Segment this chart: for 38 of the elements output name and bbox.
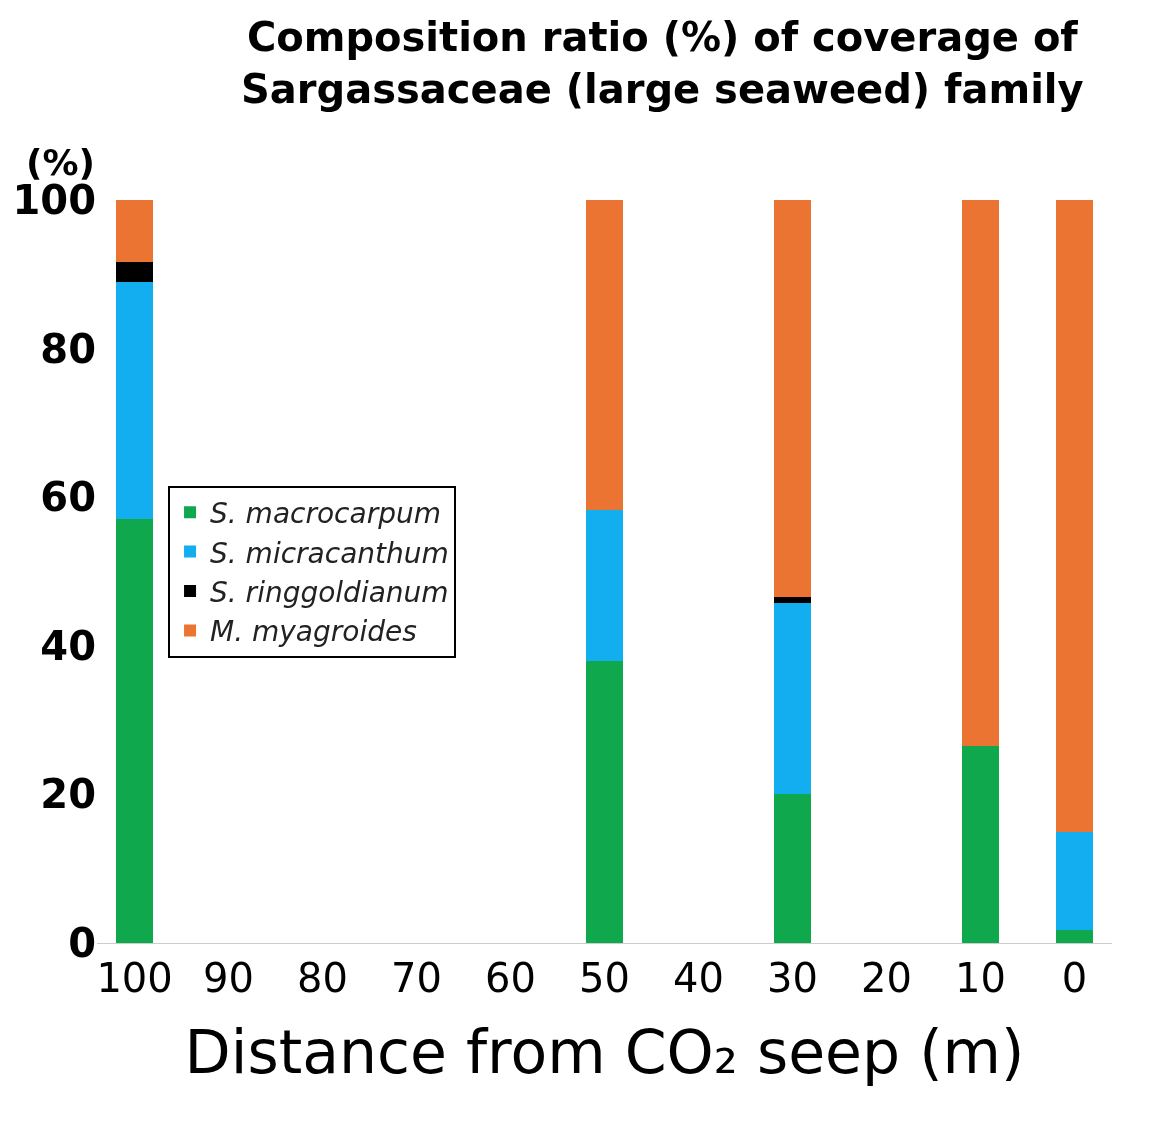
x-axis-title: Distance from CO₂ seep (m)	[184, 1016, 1025, 1087]
bar	[961, 746, 1000, 943]
x-tick-label: 30	[767, 955, 818, 1001]
bar	[115, 281, 154, 519]
bar	[773, 200, 812, 597]
y-tick-label: 0	[68, 920, 96, 966]
x-tick-label: 100	[96, 955, 173, 1001]
x-tick-label: 60	[485, 955, 536, 1001]
y-tick-label: 20	[40, 771, 96, 818]
bar	[115, 518, 154, 943]
x-tick-label: 90	[203, 955, 255, 1001]
legend-label: S. micracanthum	[210, 536, 449, 570]
bar	[773, 596, 812, 603]
bar	[585, 509, 624, 662]
bar	[1055, 200, 1094, 833]
bar	[961, 200, 1000, 747]
legend-label: M. myagroides	[210, 615, 417, 649]
x-tick-label: 10	[954, 955, 1006, 1001]
x-tick-label: 70	[391, 955, 442, 1001]
bar	[115, 261, 154, 282]
bar	[585, 661, 624, 943]
bar	[585, 200, 624, 510]
bar	[1055, 832, 1094, 930]
x-tick-label: 50	[579, 955, 630, 1001]
y-tick-label: 60	[40, 474, 96, 521]
bar	[773, 793, 812, 943]
y-tick-label: 80	[40, 325, 96, 372]
x-tick-label: 80	[297, 955, 349, 1001]
chart-title: Composition ratio (%) of coverage of Sargassaceae (large seaweed) family	[241, 13, 1084, 112]
legend-label: S. ringgoldianum	[210, 575, 449, 609]
bar	[1055, 929, 1094, 943]
bar	[115, 200, 154, 262]
y-tick-label: 40	[40, 622, 96, 669]
x-tick-label: 20	[860, 955, 912, 1001]
x-tick-label: 0	[1061, 955, 1088, 1001]
x-tick-label: 40	[673, 955, 724, 1001]
bar	[773, 602, 812, 794]
legend-label: S. macrocarpum	[210, 497, 441, 531]
